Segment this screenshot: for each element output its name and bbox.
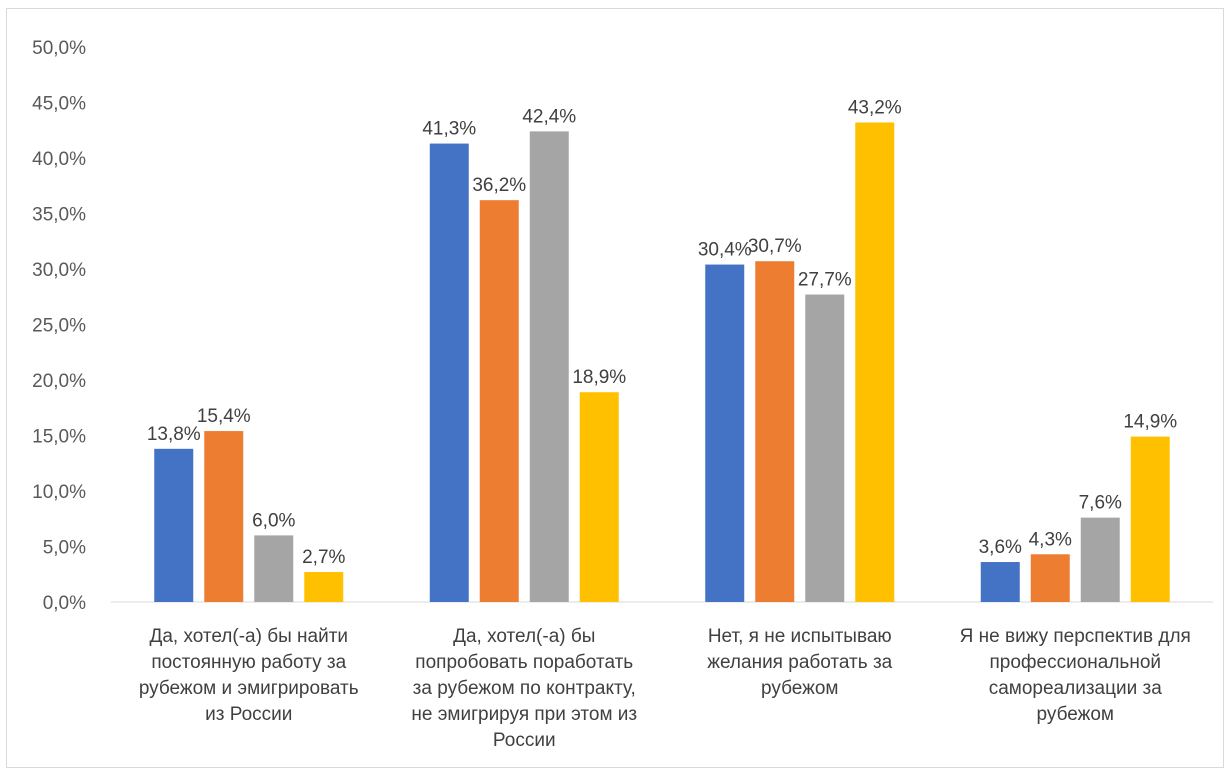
- bar-s1-c3: [705, 264, 745, 602]
- data-label: 27,7%: [798, 270, 852, 291]
- y-tick-label: 20,0%: [32, 371, 86, 392]
- category-label: Я не вижу перспектив для: [960, 626, 1191, 647]
- y-tick-label: 40,0%: [32, 149, 86, 170]
- data-label: 36,2%: [472, 175, 526, 196]
- category-label: Да, хотел(-а) бы найти: [149, 626, 348, 647]
- bar-s1-c4: [980, 562, 1020, 602]
- bar-s2-c1: [204, 431, 244, 602]
- bar-s4-c3: [855, 122, 895, 602]
- category-label: за рубежом по контракту,: [413, 678, 636, 699]
- data-label: 13,8%: [147, 424, 201, 445]
- bar-s2-c4: [1030, 554, 1070, 602]
- data-label: 6,0%: [252, 510, 295, 531]
- data-label: 18,9%: [572, 367, 626, 388]
- y-tick-label: 50,0%: [32, 38, 86, 59]
- bar-s3-c1: [254, 535, 294, 602]
- category-label: не эмигрируя при этом из: [411, 704, 637, 725]
- y-tick-label: 30,0%: [32, 260, 86, 281]
- data-label: 42,4%: [522, 106, 576, 127]
- bar-s1-c1: [154, 448, 194, 602]
- bar-s4-c1: [304, 572, 344, 602]
- category-label: самореализации за: [989, 678, 1162, 699]
- bar-s2-c3: [755, 261, 795, 602]
- category-label: Нет, я не испытываю: [708, 626, 892, 647]
- category-label: рубежом и эмигрировать: [139, 678, 359, 699]
- bar-s4-c2: [579, 392, 619, 602]
- category-label: профессиональной: [989, 652, 1161, 673]
- y-tick-label: 5,0%: [43, 538, 86, 559]
- bar-s3-c2: [529, 131, 569, 603]
- y-tick-label: 15,0%: [32, 427, 86, 448]
- data-label: 7,6%: [1079, 493, 1122, 514]
- data-label: 43,2%: [848, 97, 902, 118]
- chart-frame: [6, 8, 1224, 768]
- category-label: попробовать поработать: [415, 652, 633, 673]
- category-label: рубежом: [761, 678, 838, 699]
- data-label: 41,3%: [422, 119, 476, 140]
- y-tick-label: 45,0%: [32, 94, 86, 115]
- category-label: из России: [205, 704, 292, 725]
- data-label: 15,4%: [197, 406, 251, 427]
- data-label: 4,3%: [1029, 529, 1072, 550]
- y-tick-label: 35,0%: [32, 205, 86, 226]
- bar-s2-c2: [479, 200, 519, 602]
- category-label: Да, хотел(-а) бы: [453, 626, 595, 647]
- bar-s4-c4: [1130, 436, 1170, 602]
- bar-s1-c2: [429, 143, 469, 602]
- data-label: 3,6%: [979, 537, 1022, 558]
- data-label: 2,7%: [302, 547, 345, 568]
- bar-s3-c3: [805, 294, 845, 602]
- y-tick-label: 0,0%: [43, 593, 86, 614]
- category-label: России: [493, 730, 556, 751]
- category-label: рубежом: [1037, 704, 1114, 725]
- y-tick-label: 25,0%: [32, 316, 86, 337]
- y-tick-label: 10,0%: [32, 482, 86, 503]
- data-label: 30,4%: [698, 240, 752, 261]
- bar-s3-c4: [1080, 517, 1120, 602]
- data-label: 30,7%: [748, 236, 802, 257]
- category-label: постоянную работу за: [151, 652, 346, 673]
- data-label: 14,9%: [1123, 412, 1177, 433]
- category-label: желания работать за: [707, 652, 892, 673]
